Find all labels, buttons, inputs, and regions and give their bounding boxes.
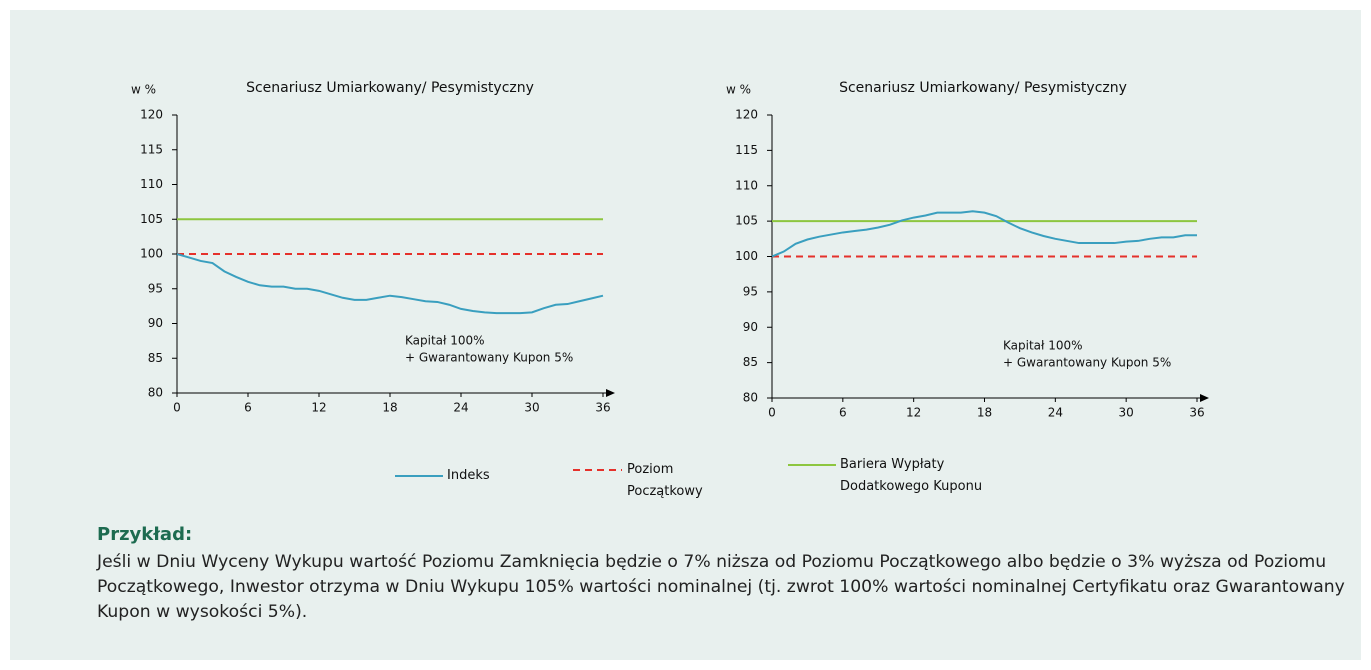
x-tick-label: 6 <box>244 401 252 415</box>
annotation: + Gwarantowany Kupon 5% <box>405 351 573 365</box>
series-line <box>176 253 604 315</box>
series-line <box>771 210 1197 258</box>
x-tick-label: 0 <box>768 406 776 420</box>
page: Scenariusz Umiarkowany/ Pesymistyczny w %… <box>10 10 1361 660</box>
x-tick-label: 36 <box>1189 406 1204 420</box>
y-tick-label: 90 <box>743 320 758 334</box>
x-tick-label: 24 <box>453 401 468 415</box>
x-tick-label: 12 <box>906 406 921 420</box>
example-text: Jeśli w Dniu Wyceny Wykupu wartość Pozio… <box>97 552 1345 622</box>
legend-label: Poziom Początkowy <box>627 462 703 499</box>
y-tick-label: 110 <box>735 178 758 192</box>
y-tick-label: 110 <box>140 177 163 191</box>
y-tick-label: 100 <box>735 249 758 263</box>
x-tick-label: 12 <box>311 401 326 415</box>
x-tick-label: 6 <box>839 406 847 420</box>
y-tick-label: 115 <box>735 143 758 157</box>
y-tick-label: 95 <box>743 284 758 298</box>
y-tick-label: 90 <box>148 316 163 330</box>
y-tick-label: 115 <box>140 142 163 156</box>
x-tick-label: 36 <box>595 401 610 415</box>
x-tick-label: 18 <box>977 406 992 420</box>
y-tick-label: 80 <box>148 386 163 400</box>
y-tick-label: 80 <box>743 391 758 405</box>
x-tick-label: 30 <box>1119 406 1134 420</box>
x-tick-label: 18 <box>382 401 397 415</box>
annotation: + Gwarantowany Kupon 5% <box>1003 356 1171 370</box>
y-tick-label: 120 <box>140 108 163 122</box>
y-tick-label: 105 <box>140 212 163 226</box>
example-heading: Przykład: <box>97 524 193 545</box>
y-tick-label: 85 <box>148 351 163 365</box>
annotation: Kapitał 100% <box>1003 339 1083 353</box>
x-tick-label: 0 <box>173 401 181 415</box>
legend-label: Indeks <box>447 468 490 483</box>
x-axis-arrow <box>1200 394 1209 402</box>
y-axis-label: w % <box>131 83 156 97</box>
y-axis-label: w % <box>726 83 751 97</box>
y-tick-label: 105 <box>735 214 758 228</box>
x-axis-arrow <box>606 389 615 397</box>
charts: Scenariusz Umiarkowany/ Pesymistyczny w %… <box>131 80 1209 477</box>
annotation: Kapitał 100% <box>405 334 485 348</box>
chart-title: Scenariusz Umiarkowany/ Pesymistyczny <box>839 80 1127 96</box>
y-tick-label: 100 <box>140 247 163 261</box>
x-tick-label: 24 <box>1048 406 1063 420</box>
y-tick-label: 120 <box>735 108 758 122</box>
legend-label: Bariera Wypłaty Dodatkowego Kuponu <box>840 457 983 494</box>
chart-title: Scenariusz Umiarkowany/ Pesymistyczny <box>246 80 534 96</box>
y-tick-label: 85 <box>743 355 758 369</box>
x-tick-label: 30 <box>524 401 539 415</box>
y-tick-label: 95 <box>148 281 163 295</box>
